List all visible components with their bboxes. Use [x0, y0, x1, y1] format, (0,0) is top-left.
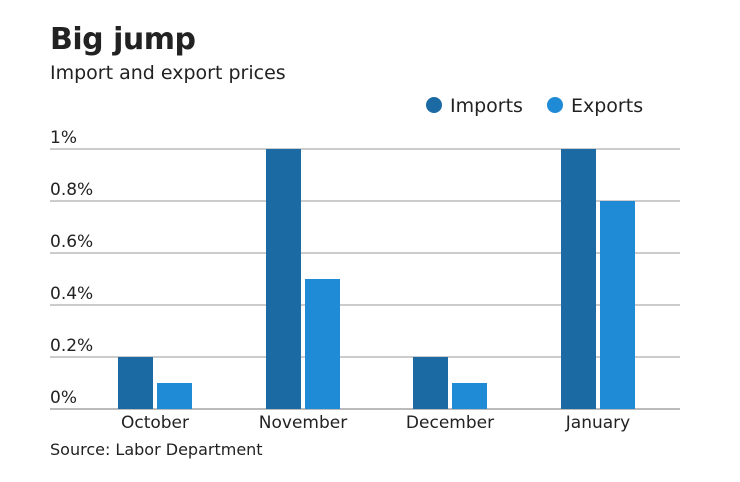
- bar-imports: [413, 357, 448, 409]
- source-note: Source: Labor Department: [50, 440, 263, 459]
- legend-marker: [426, 97, 442, 113]
- legend-label: Imports: [450, 95, 523, 117]
- x-tick-label: October: [121, 413, 189, 433]
- chart-subtitle: Import and export prices: [50, 62, 286, 84]
- x-tick-label: November: [259, 413, 347, 433]
- bar-imports: [561, 149, 596, 409]
- x-tick-label: December: [406, 413, 494, 433]
- bar-exports: [305, 279, 340, 409]
- legend-marker: [547, 97, 563, 113]
- bar-exports: [157, 383, 192, 409]
- bar-imports: [118, 357, 153, 409]
- bar-exports: [452, 383, 487, 409]
- y-tick-label: 0.8%: [50, 180, 93, 200]
- chart-title: Big jump: [50, 22, 196, 57]
- legend-label: Exports: [571, 95, 643, 117]
- y-tick-label: 1%: [50, 128, 77, 148]
- x-tick-label: January: [565, 413, 630, 433]
- bar-imports: [266, 149, 301, 409]
- y-tick-label: 0.6%: [50, 232, 93, 252]
- y-tick-label: 0.2%: [50, 336, 93, 356]
- y-tick-label: 0%: [50, 388, 77, 408]
- bar-exports: [600, 201, 635, 409]
- y-tick-label: 0.4%: [50, 284, 93, 304]
